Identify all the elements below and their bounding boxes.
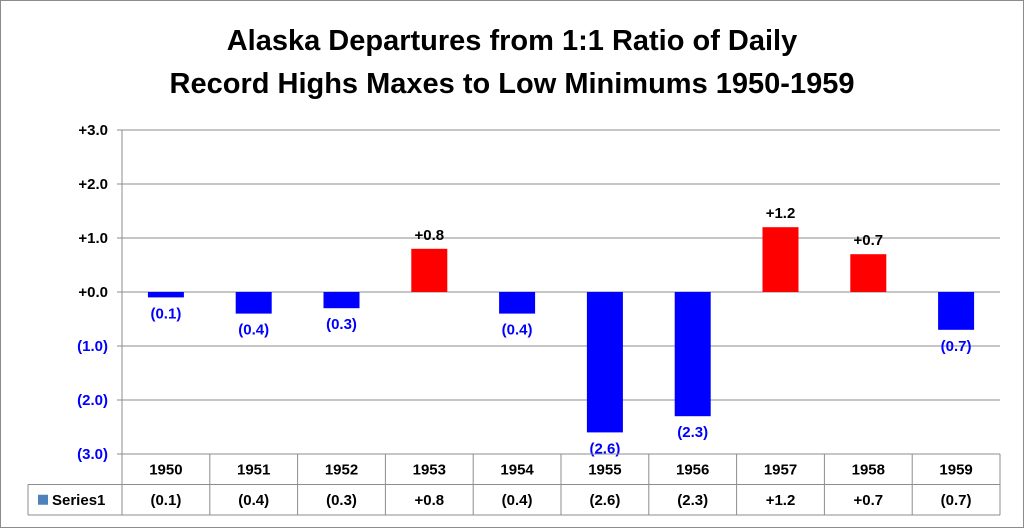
bar [235,292,272,314]
data-labels: (0.1) (0.4) (0.3) +0.8 (0.4) (2.6) (2.3) +1.2 +0… [150,205,971,457]
table-value: (0.1) [150,492,181,509]
category-label: 1950 [149,461,182,478]
category-label: 1958 [852,461,885,478]
category-label: 1952 [325,461,358,478]
data-label: (0.4) [238,322,269,339]
legend-key [38,494,48,505]
table-value: +1.2 [766,492,796,509]
y-tick-label: +1.0 [78,230,108,247]
data-label: (0.7) [941,338,972,355]
bar [938,292,975,330]
chart-title-line-1: Alaska Departures from 1:1 Ratio of Dail… [227,25,798,57]
y-tick-label: +0.0 [78,284,108,301]
category-label: 1955 [588,461,621,478]
bar [499,292,536,314]
data-label: (0.4) [502,322,533,339]
bars [147,227,975,433]
table-value: (2.6) [589,492,620,509]
bar [147,292,184,298]
y-tick-label: (1.0) [77,338,108,355]
table-value: +0.7 [853,492,883,509]
bar [411,248,448,292]
data-label: (0.3) [326,316,357,333]
table-value: +0.8 [414,492,444,509]
table-value: (2.3) [677,492,708,509]
y-tick-label: (3.0) [77,446,108,463]
category-label: 1959 [939,461,972,478]
category-label: 1953 [413,461,446,478]
y-axis-ticks: +3.0 +2.0 +1.0 +0.0 (1.0) (2.0) (3.0) [77,122,108,463]
bar [323,292,360,309]
table-value: (0.7) [941,492,972,509]
category-label: 1956 [676,461,709,478]
bar [674,292,711,417]
data-table: 1950 1951 1952 1953 1954 1955 1956 1957 1958 1959… [27,453,1001,516]
category-label: 1957 [764,461,797,478]
data-label: +1.2 [766,205,796,222]
category-label: 1954 [500,461,534,478]
bar [850,254,887,292]
table-value: (0.4) [502,492,533,509]
table-value: (0.4) [238,492,269,509]
y-tick-label: +2.0 [78,176,108,193]
chart-title-line-2: Record Highs Maxes to Low Minimums 1950-… [170,68,855,100]
data-label: +0.8 [414,227,444,244]
category-label: 1951 [237,461,270,478]
table-value: (0.3) [326,492,357,509]
y-tick-label: (2.0) [77,392,108,409]
data-label: +0.7 [853,232,883,249]
data-label: (2.3) [677,424,708,441]
legend-label: Series1 [52,492,105,509]
y-tick-label: +3.0 [78,122,108,139]
data-label: (2.6) [589,440,620,457]
bar [762,227,799,292]
bar [586,292,623,433]
data-label: (0.1) [150,305,181,322]
